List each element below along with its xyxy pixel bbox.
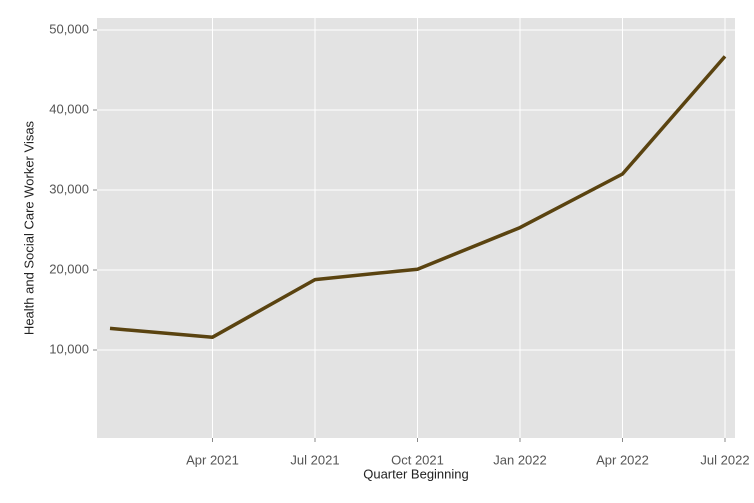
y-axis-title: Health and Social Care Worker Visas	[21, 120, 36, 335]
x-tick-label: Jan 2022	[493, 452, 547, 467]
line	[109, 55, 727, 339]
y-tick-label: 40,000	[49, 101, 89, 116]
y-tick-label: 30,000	[49, 181, 89, 196]
y-tick-label: 50,000	[49, 21, 89, 36]
x-tick-label: Jul 2021	[290, 452, 339, 467]
x-tick-label: Oct 2021	[391, 452, 444, 467]
x-tick-label: Jul 2022	[700, 452, 749, 467]
plot-area	[97, 18, 735, 438]
x-axis-title: Quarter Beginning	[363, 466, 469, 481]
y-tick-label: 20,000	[49, 261, 89, 276]
y-tick-label: 10,000	[49, 341, 89, 356]
x-tick-label: Apr 2022	[596, 452, 649, 467]
x-tick-label: Apr 2021	[186, 452, 239, 467]
